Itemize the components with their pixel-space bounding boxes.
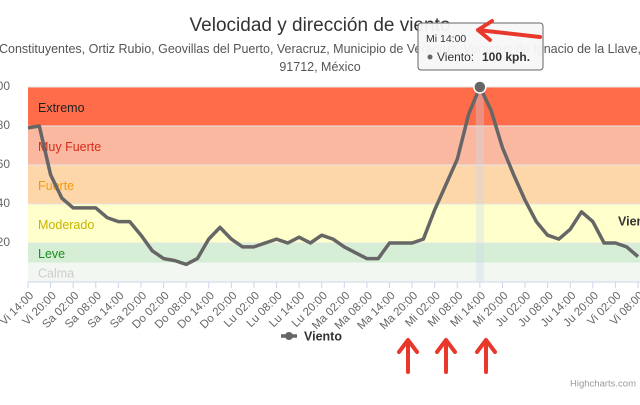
series-label: Viento: [618, 214, 640, 228]
plot-band: [28, 262, 640, 282]
tooltip-value: 100 kph.: [482, 50, 530, 64]
credits: Highcharts.com: [570, 379, 636, 390]
y-tick-label: 80: [0, 118, 10, 132]
legend-label: Viento: [304, 329, 342, 343]
series-line: [27, 85, 640, 267]
band-label: Calma: [38, 267, 74, 281]
y-tick-label: 100: [0, 79, 10, 93]
annotation-arrow: [435, 338, 457, 374]
y-tick-label: 20: [0, 235, 10, 249]
plot-band: [28, 165, 640, 204]
annotation-arrow: [475, 338, 497, 374]
band-label: Leve: [38, 247, 65, 261]
crosshair: [475, 87, 484, 282]
y-tick-label: 60: [0, 157, 10, 171]
chart-title: Velocidad y dirección de viento: [190, 15, 451, 36]
legend-marker: [285, 332, 293, 340]
y-tick-label: 40: [0, 196, 10, 210]
band-label: Moderado: [38, 218, 94, 232]
plot-band: [28, 243, 640, 263]
tooltip-dot: [427, 54, 433, 60]
annotation-arrow: [476, 19, 542, 42]
band-label: Extremo: [38, 101, 85, 115]
plot-band: [28, 87, 640, 126]
band-label: Muy Fuerte: [38, 140, 101, 154]
tooltip-header: Mi 14:00: [426, 33, 466, 45]
annotation-arrow: [397, 338, 419, 374]
chart-subtitle: Constituyentes, Ortiz Rubio, Geovillas d…: [0, 42, 640, 74]
tooltip-label: Viento:: [437, 50, 474, 64]
hover-marker: [473, 80, 487, 94]
plot-band: [28, 126, 640, 165]
